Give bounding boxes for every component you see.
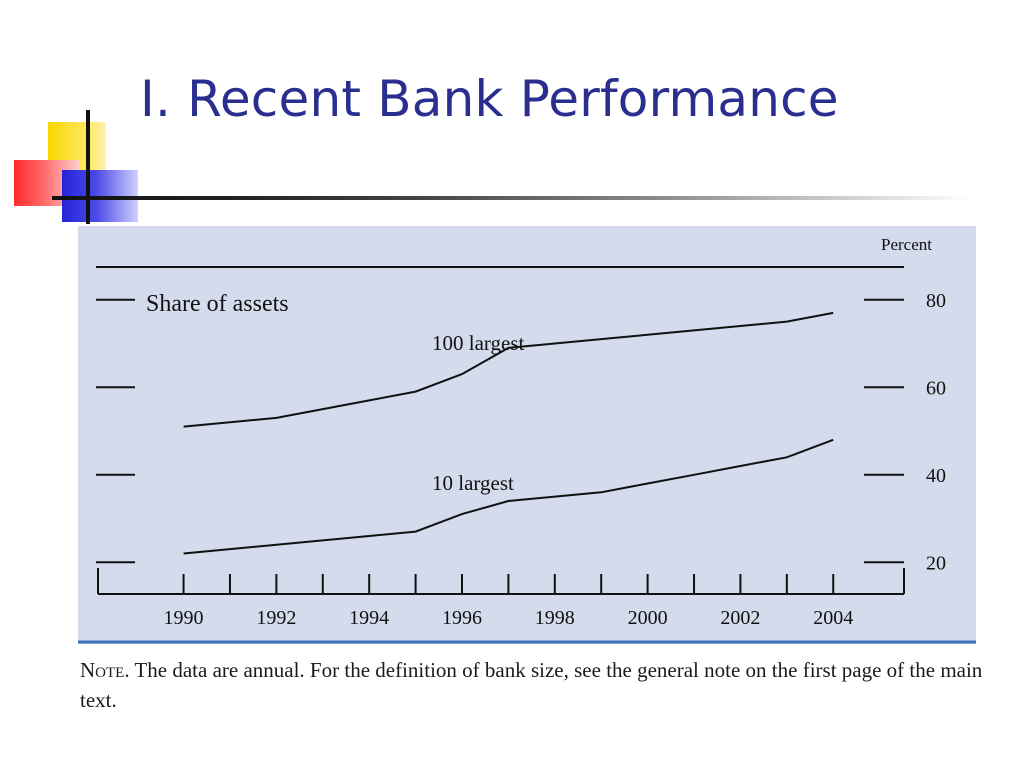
chart-title: Share of assets xyxy=(146,291,289,317)
note-lead: Note. xyxy=(80,658,130,682)
slide-title: I. Recent Bank Performance xyxy=(140,70,839,128)
chart-note: Note. The data are annual. For the defin… xyxy=(80,655,985,715)
series-lines xyxy=(183,311,834,555)
y-tick-label-80: 80 xyxy=(926,290,946,312)
x-tick-label-2002: 2002 xyxy=(720,607,760,629)
y-tick-labels: 20 40 60 80 xyxy=(926,290,946,575)
x-tick-label-1992: 1992 xyxy=(256,607,296,629)
decor-vertical-line xyxy=(86,110,90,224)
y-tick-label-40: 40 xyxy=(926,465,946,487)
series-labels: 100 largest 10 largest xyxy=(432,331,525,495)
title-underline xyxy=(52,196,972,200)
series-label-1: 10 largest xyxy=(432,471,514,495)
x-tick-label-1994: 1994 xyxy=(349,607,389,629)
y-tick-marks-right xyxy=(864,298,904,564)
x-tick-label-2004: 2004 xyxy=(813,607,853,629)
note-text: The data are annual. For the definition … xyxy=(80,658,983,712)
x-axis: 1990 1992 1994 1996 1998 2000 2002 2004 xyxy=(97,568,905,629)
series-line-1 xyxy=(183,438,834,555)
line-chart: Percent Share of assets 20 40 60 80 100 lar… xyxy=(78,226,976,644)
y-tick-label-20: 20 xyxy=(926,552,946,574)
y-tick-label-60: 60 xyxy=(926,377,946,399)
series-line-0 xyxy=(183,311,834,428)
x-tick-label-2000: 2000 xyxy=(628,607,668,629)
chart-background xyxy=(78,226,976,644)
x-tick-label-1996: 1996 xyxy=(442,607,482,629)
y-axis-unit-label: Percent xyxy=(881,235,932,254)
chart-panel: Percent Share of assets 20 40 60 80 100 lar… xyxy=(78,226,976,644)
x-tick-label-1990: 1990 xyxy=(164,607,204,629)
series-label-0: 100 largest xyxy=(432,331,525,355)
x-tick-label-1998: 1998 xyxy=(535,607,575,629)
y-tick-marks-left xyxy=(96,298,135,564)
